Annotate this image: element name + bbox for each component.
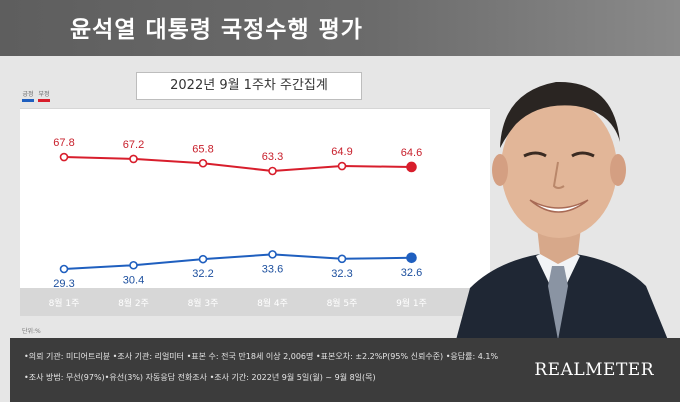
data-label-positive: 32.6	[401, 267, 422, 279]
data-point-negative	[129, 154, 138, 164]
data-point-positive	[268, 250, 277, 259]
legend-item-positive: 긍정	[22, 89, 34, 102]
legend-label-positive: 긍정	[22, 91, 34, 98]
data-point-positive	[198, 254, 208, 264]
data-point-negative	[198, 158, 208, 168]
legend-swatch-negative	[38, 99, 50, 102]
data-label-positive: 32.3	[331, 268, 352, 280]
chart-subtitle: 2022년 9월 1주차 주간집계	[136, 72, 362, 100]
line-chart: 67.8 67.2 65.8 63.3 64.9 64.6 29.3 30.4 32.2 33.6…	[53, 137, 422, 289]
legend-label-negative: 부정	[38, 91, 50, 98]
unit-label: 단위:%	[22, 328, 41, 335]
page-title: 윤석열 대통령 국정수행 평가	[70, 17, 363, 43]
data-point-negative	[406, 161, 417, 173]
x-tick-label: 8월 3주	[188, 297, 219, 309]
data-point-positive	[337, 254, 347, 264]
data-label-negative: 67.8	[53, 137, 74, 149]
x-tick-label: 8월 1주	[49, 297, 80, 309]
data-point-negative	[337, 161, 347, 171]
data-label-negative: 67.2	[123, 139, 144, 151]
data-label-negative: 64.9	[331, 146, 352, 158]
series-line-positive	[63, 253, 412, 270]
data-point-negative	[59, 152, 69, 162]
brand-logo: REALMETER	[534, 360, 654, 380]
x-tick-label: 8월 2주	[118, 297, 149, 309]
data-label-positive: 33.6	[262, 263, 283, 275]
legend-item-negative: 부정	[38, 89, 50, 102]
x-tick-label: 8월 5주	[327, 297, 358, 309]
series-line-negative	[63, 156, 412, 173]
data-label-negative: 63.3	[262, 151, 283, 163]
data-point-positive	[129, 260, 138, 270]
data-label-negative: 64.6	[401, 147, 422, 159]
portrait-image	[456, 81, 668, 340]
survey-info-line-2: •조사 방법: 무선(97%)•유선(3%) 자동응답 전화조사 •조사 기간:…	[24, 373, 376, 382]
plot-area: 67.8 67.2 65.8 63.3 64.9 64.6 29.3 30.4 32.2 33.6…	[20, 108, 490, 289]
x-axis: 8월 1주 8월 2주 8월 3주 8월 4주 8월 5주 9월 1주	[49, 297, 427, 309]
x-axis-band: 8월 1주 8월 2주 8월 3주 8월 4주 8월 5주 9월 1주	[20, 288, 490, 316]
header-band: 윤석열 대통령 국정수행 평가	[0, 0, 680, 56]
x-tick-label: 9월 1주	[396, 297, 427, 309]
survey-info-line-1: •의뢰 기관: 미디어트리뷴 •조사 기관: 리얼미터 •표본 수: 전국 만1…	[24, 352, 499, 361]
data-label-positive: 32.2	[192, 268, 213, 280]
data-point-negative	[268, 166, 277, 176]
data-label-positive: 30.4	[123, 274, 144, 286]
data-point-positive	[59, 264, 69, 274]
chart-legend: 긍정 부정	[22, 89, 50, 102]
footer-band: •의뢰 기관: 미디어트리뷴 •조사 기관: 리얼미터 •표본 수: 전국 만1…	[10, 338, 680, 402]
data-label-negative: 65.8	[192, 143, 213, 155]
x-tick-label: 8월 4주	[257, 297, 288, 309]
president-photo	[436, 40, 680, 340]
data-point-positive	[406, 252, 417, 264]
data-label-positive: 29.3	[53, 278, 74, 289]
legend-swatch-positive	[22, 99, 34, 102]
